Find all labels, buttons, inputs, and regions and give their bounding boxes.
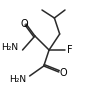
Text: O: O (21, 19, 28, 29)
Text: F: F (67, 45, 73, 55)
Text: O: O (59, 68, 67, 78)
Text: H₂N: H₂N (9, 75, 26, 84)
Text: H₂N: H₂N (1, 42, 18, 52)
